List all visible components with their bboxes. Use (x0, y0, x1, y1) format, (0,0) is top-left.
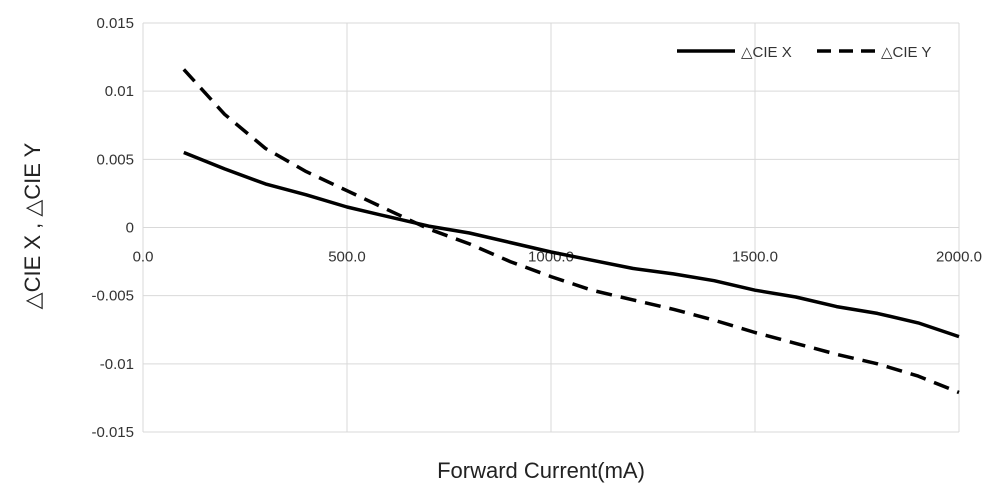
x-tick-label: 1500.0 (732, 249, 778, 266)
series-line-cie-y (182, 68, 960, 395)
grid-lines (142, 22, 960, 433)
series-line-cie-x (183, 150, 960, 339)
y-tick-label: -0.005 (91, 288, 134, 305)
y-tick-label: 0.015 (96, 15, 134, 32)
x-tick-label: 2000.0 (936, 249, 982, 266)
y-tick-label: -0.01 (100, 356, 134, 373)
y-tick-label: 0 (126, 220, 134, 237)
x-axis-title: Forward Current(mA) (437, 458, 645, 483)
series-lines (182, 68, 960, 395)
x-tick-label: 500.0 (328, 249, 366, 266)
y-axis-title: △CIE X , △CIE Y (20, 142, 45, 309)
legend-label-cie-y: △CIE Y (881, 44, 931, 61)
legend: △CIE X △CIE Y (677, 44, 931, 61)
y-tick-label: -0.015 (91, 424, 134, 441)
x-tick-labels: 0.0 500.0 1000.0 1500.0 2000.0 (133, 249, 982, 266)
y-tick-label: 0.01 (105, 83, 134, 100)
legend-label-cie-x: △CIE X (741, 44, 792, 61)
x-tick-label: 0.0 (133, 249, 154, 266)
y-tick-labels: 0.015 0.01 0.005 0 -0.005 -0.01 -0.015 (91, 15, 134, 441)
y-tick-label: 0.005 (96, 151, 134, 168)
